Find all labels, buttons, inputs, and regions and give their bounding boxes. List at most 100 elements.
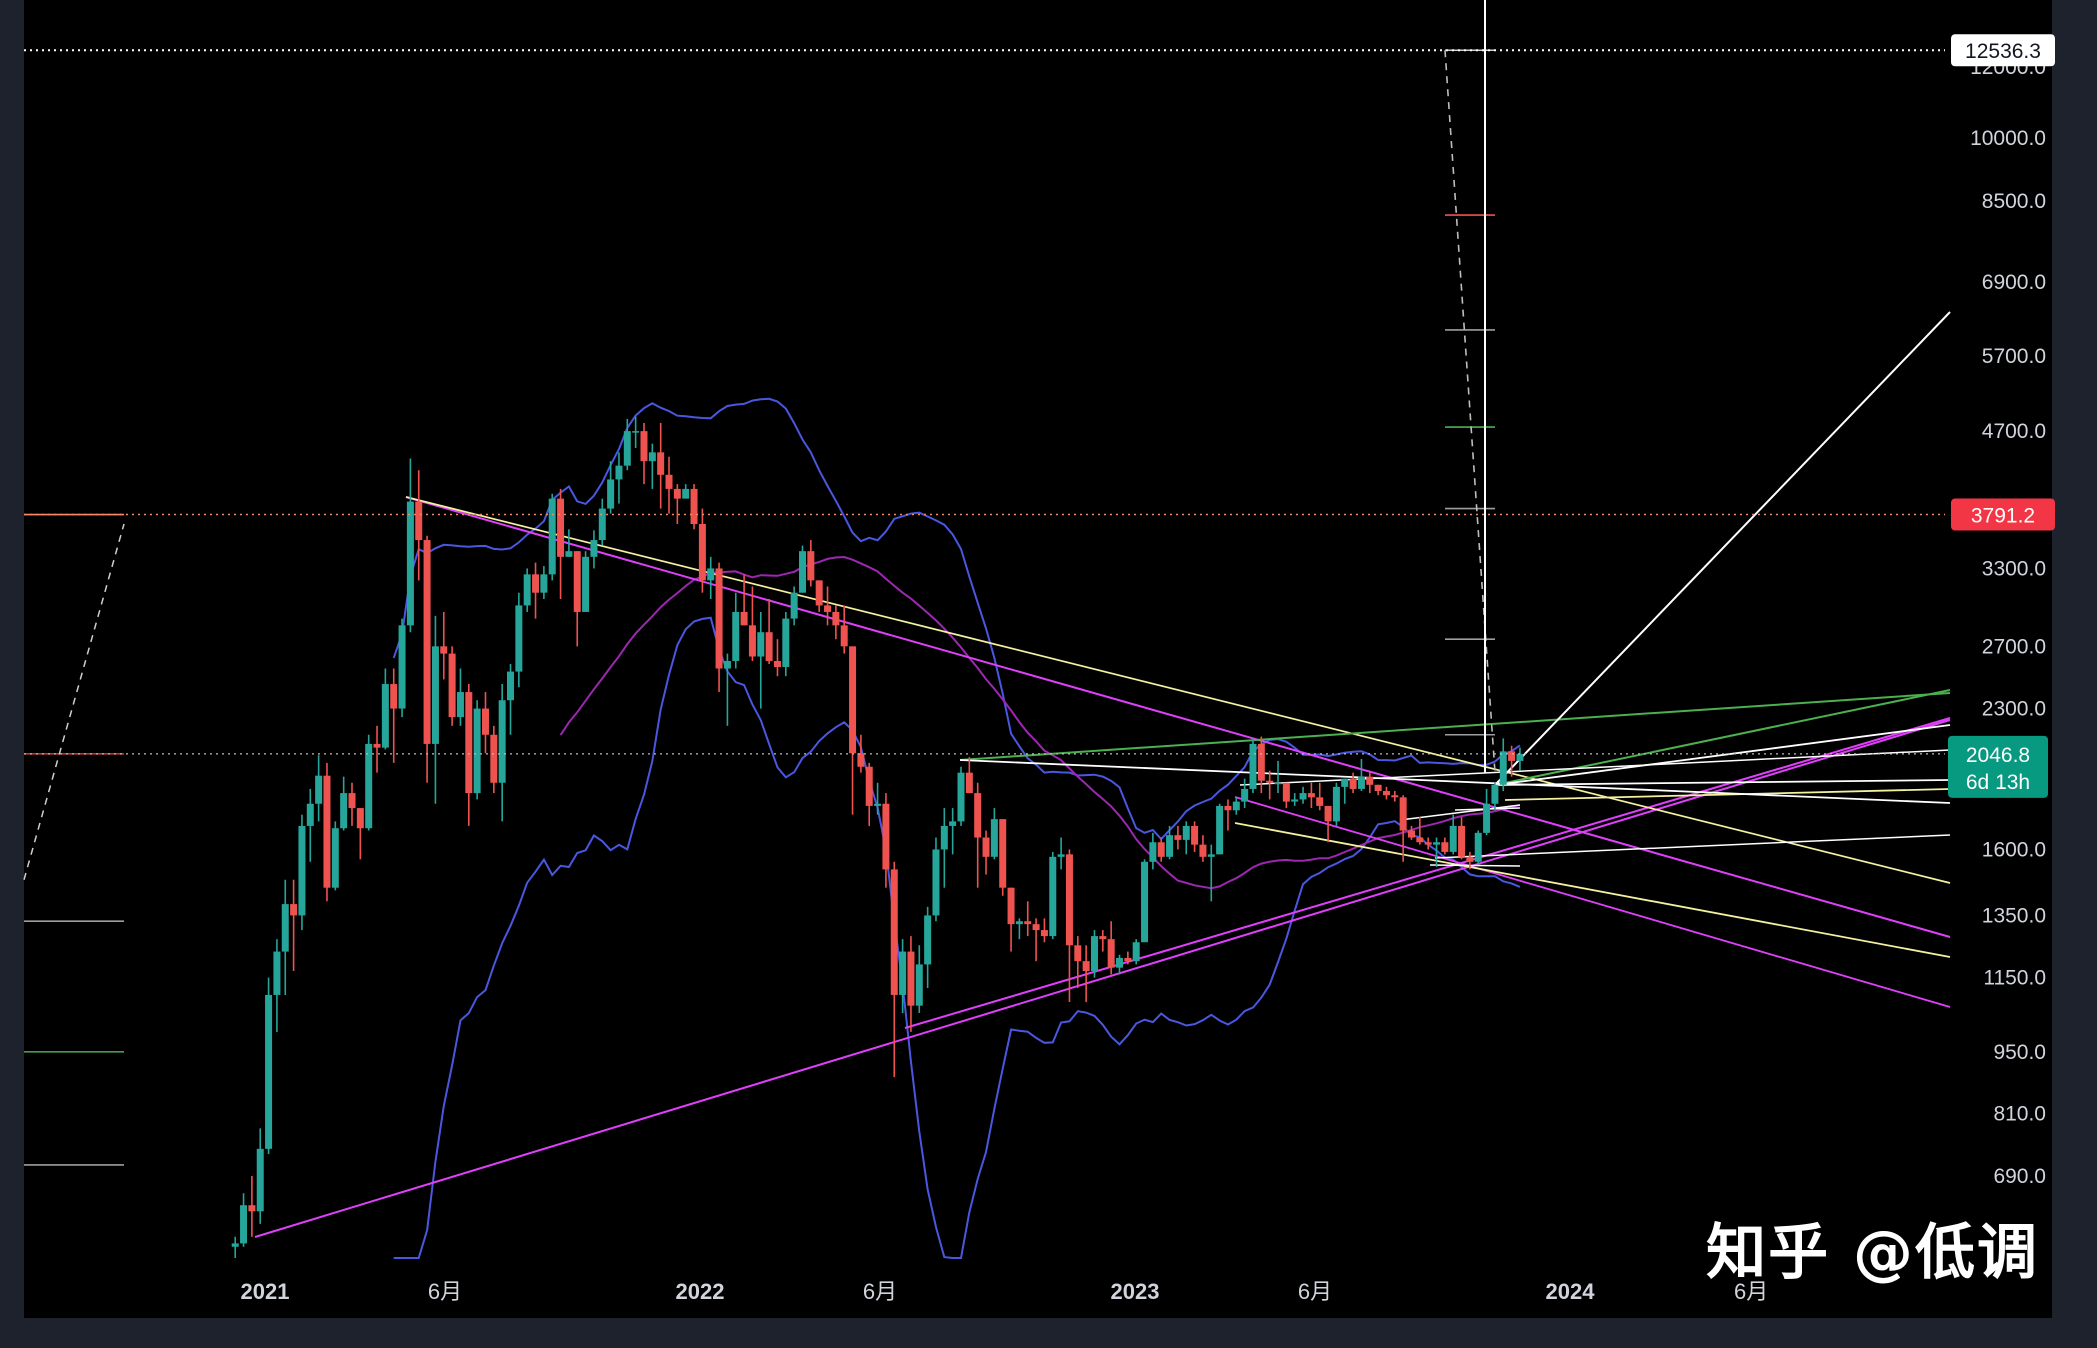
- candle-body: [365, 743, 373, 829]
- candle-body: [915, 964, 923, 1006]
- candle-body: [807, 551, 815, 581]
- candle-body: [790, 592, 798, 619]
- candle-73: [840, 605, 848, 654]
- candle-body: [1007, 887, 1015, 925]
- candle-106: [1116, 954, 1124, 975]
- candle-130: [1316, 782, 1324, 811]
- candle-71: [824, 586, 832, 626]
- x-tick-label: 6月: [1298, 1279, 1332, 1304]
- candle-body: [498, 700, 506, 783]
- candle-136: [1366, 772, 1374, 794]
- candle-body: [1282, 782, 1290, 802]
- candle-body: [398, 625, 406, 709]
- candle-body: [1324, 805, 1332, 822]
- candle-body: [1366, 776, 1374, 785]
- candle-113: [1174, 825, 1182, 850]
- y-tick-label: 1150.0: [1983, 967, 2046, 990]
- candle-47: [623, 418, 631, 471]
- candle-88: [965, 757, 973, 794]
- candle-body: [1474, 832, 1482, 862]
- candle-body: [331, 828, 339, 888]
- candle-body: [373, 743, 381, 748]
- candle-body: [456, 692, 464, 718]
- candle-107: [1124, 951, 1132, 965]
- price-label-box: [1951, 498, 2055, 531]
- candle-108: [1132, 939, 1140, 965]
- candle-60: [732, 592, 740, 669]
- candle-37: [540, 566, 548, 600]
- candle-154: [1516, 747, 1524, 771]
- trend-yellow-3: [1504, 788, 1951, 801]
- candle-body: [1232, 801, 1240, 811]
- candle-body: [565, 551, 573, 557]
- candle-body: [1307, 793, 1315, 798]
- candle-body: [690, 488, 698, 525]
- trend-yellow-2: [1234, 822, 1951, 958]
- candle-10: [315, 755, 323, 822]
- candle-23: [423, 535, 431, 783]
- candle-144: [1433, 837, 1441, 867]
- candle-141: [1407, 825, 1415, 840]
- candle-body: [1424, 842, 1432, 845]
- candle-64: [765, 599, 773, 664]
- candle-93: [1007, 887, 1015, 952]
- candle-body: [298, 825, 306, 916]
- y-tick-label: 3300.0: [1982, 557, 2046, 580]
- candle-body: [306, 803, 314, 826]
- price-labels: 12536.3 3791.2 2046.8 6d 13h: [1948, 34, 2055, 798]
- candle-body: [657, 452, 665, 475]
- candle-body: [1116, 957, 1124, 968]
- candle-29: [473, 700, 481, 800]
- candle-90: [982, 830, 990, 875]
- x-tick-label: 6月: [863, 1279, 897, 1304]
- candle-body: [907, 951, 915, 1006]
- candle-body: [1149, 842, 1157, 862]
- candle-body: [1274, 782, 1282, 785]
- candle-75: [857, 734, 865, 773]
- candle-131: [1324, 805, 1332, 843]
- candle-69: [807, 540, 815, 587]
- candle-43: [590, 530, 598, 569]
- x-axis[interactable]: 2021 6月 2022 6月 2023 6月 2024 6月: [241, 1279, 1769, 1304]
- bb-upper-band: [392, 397, 1521, 841]
- candle-body: [415, 501, 423, 541]
- y-axis[interactable]: 12000.010000.08500.06900.05700.04700.033…: [1970, 56, 2046, 1188]
- candle-41: [573, 551, 581, 647]
- candle-body: [990, 819, 998, 857]
- candle-36: [532, 562, 540, 619]
- x-tick-label: 2021: [241, 1279, 290, 1304]
- trend-white-8: [1429, 864, 1521, 867]
- y-tick-label: 2700.0: [1982, 635, 2046, 658]
- price-label-0: 12536.3: [1951, 34, 2055, 67]
- candle-body: [1057, 854, 1065, 857]
- candle-83: [924, 906, 932, 988]
- candle-body: [1032, 924, 1040, 931]
- candle-body: [1107, 939, 1115, 968]
- candle-body: [648, 452, 656, 462]
- candle-body: [682, 488, 690, 499]
- candle-body: [1382, 791, 1390, 796]
- candle-body: [490, 734, 498, 783]
- candle-body: [1249, 743, 1257, 789]
- candle-body: [1074, 945, 1082, 962]
- candle-85: [940, 808, 948, 888]
- candles: [231, 416, 1524, 1258]
- candle-13: [340, 776, 348, 831]
- candle-56: [698, 508, 706, 593]
- candle-19: [390, 668, 398, 763]
- candle-95: [1024, 901, 1032, 937]
- y-tick-label: 2300.0: [1982, 698, 2046, 721]
- candle-62: [748, 586, 756, 661]
- candle-body: [1024, 921, 1032, 925]
- candle-body: [290, 904, 298, 916]
- candle-body: [1499, 751, 1507, 785]
- watermark: 知乎 @低调: [1706, 1218, 2039, 1288]
- candle-body: [748, 625, 756, 657]
- candle-151: [1491, 782, 1499, 811]
- candle-body: [590, 540, 598, 557]
- candle-132: [1332, 782, 1340, 826]
- candle-body: [465, 692, 473, 794]
- candle-body: [240, 1205, 248, 1244]
- candle-body: [507, 671, 515, 701]
